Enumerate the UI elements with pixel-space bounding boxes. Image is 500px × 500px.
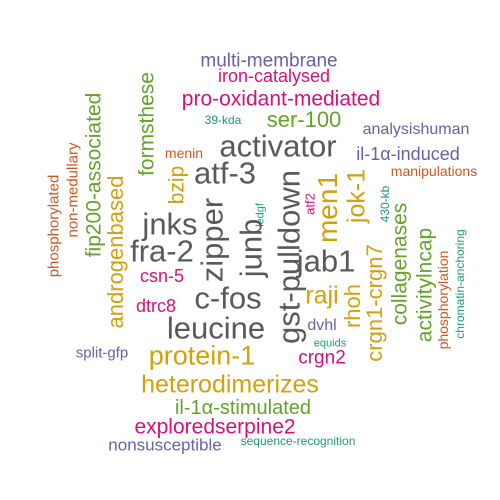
word-dtrc8: dtrc8 (135, 296, 177, 316)
word-activator: activator (219, 128, 337, 164)
word-collagenases: collagenases (388, 202, 412, 326)
word-activitylncap: activitylncap (413, 227, 437, 343)
word-iron-catalysed: iron-catalysed (217, 66, 331, 86)
word-manipulations: manipulations (390, 163, 478, 179)
word-fra-2: fra-2 (130, 233, 194, 269)
word-chromatin-anchoring: chromatin-anchoring (453, 229, 467, 339)
word-raji: raji (305, 281, 339, 310)
word-fip200-associated: fip200-associated (82, 92, 106, 258)
word-il-1a-induced: il-1α-induced (356, 144, 460, 164)
word-crgn2: crgn2 (298, 347, 346, 369)
word-rhoh: rhoh (340, 283, 365, 329)
word-junb: junb (233, 218, 269, 278)
word-exploredserpine2: exploredserpine2 (134, 415, 296, 439)
word-formsthese: formsthese (135, 72, 159, 176)
word-zipper: zipper (194, 197, 230, 283)
word-heterodimerizes: heterodimerizes (141, 370, 319, 399)
word-c-fos: c-fos (194, 280, 262, 316)
word-csn-5: csn-5 (139, 266, 185, 286)
word-multi-membrane: multi-membrane (200, 50, 338, 72)
word-men1: men1 (312, 172, 343, 244)
word-phosphorylated: phosphorylated (45, 174, 63, 278)
word-pro-oxidant-mediated: pro-oxidant-mediated (181, 87, 381, 111)
word-equids: equids (313, 337, 347, 350)
word-bzip: bzip (165, 165, 189, 205)
word-atf-3: atf-3 (193, 155, 257, 191)
word-crgn1-crgn7: crgn1-crgn7 (362, 244, 387, 362)
word-menin: menin (164, 145, 204, 161)
word-39-kda: 39-kda (204, 113, 242, 127)
word-protein-1: protein-1 (148, 340, 256, 371)
word-phosphorylation: phosphorylation (435, 250, 451, 350)
word-non-medullary: non-medullary (64, 142, 82, 238)
word-jab1: jab1 (296, 243, 356, 279)
word-analysishuman: analysishuman (362, 121, 470, 138)
word-jok-1: jok-1 (342, 168, 371, 224)
word-sequence-recognition: sequence-recognition (240, 434, 356, 448)
word-gst-pulldown: gst-pulldown (271, 169, 307, 345)
word-split-gfp: split-gfp (75, 344, 129, 362)
word-jnks: jnks (142, 206, 198, 242)
word-nonsusceptible: nonsusceptible (108, 435, 222, 455)
word-androgenbased: androgenbased (103, 175, 128, 329)
word-dvhl: dvhl (307, 317, 337, 334)
word-leucine: leucine (166, 310, 266, 346)
word-il-1a-stimulated: il-1α-stimulated (174, 397, 312, 419)
word-ser-100: ser-100 (266, 107, 342, 132)
